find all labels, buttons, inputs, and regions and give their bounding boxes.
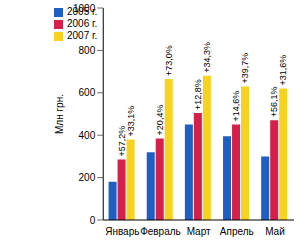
svg-text:800: 800 xyxy=(79,45,96,56)
svg-text:Апрель: Апрель xyxy=(220,226,254,237)
svg-text:+12,8%: +12,8% xyxy=(193,79,203,110)
svg-text:+34,3%: +34,3% xyxy=(202,42,212,73)
svg-text:Млн грн.: Млн грн. xyxy=(54,94,65,134)
svg-text:Январь: Январь xyxy=(105,226,139,237)
svg-text:400: 400 xyxy=(79,130,96,141)
svg-text:+31,6%: +31,6% xyxy=(278,55,288,86)
svg-text:+20,4%: +20,4% xyxy=(155,105,165,136)
svg-text:Май: Май xyxy=(265,226,285,237)
svg-text:Февраль: Февраль xyxy=(140,226,181,237)
svg-text:+14,6%: +14,6% xyxy=(231,91,241,122)
svg-text:+56,1%: +56,1% xyxy=(269,87,279,118)
svg-text:200: 200 xyxy=(79,172,96,183)
svg-text:+39,7%: +39,7% xyxy=(240,53,250,84)
svg-text:600: 600 xyxy=(79,87,96,98)
svg-text:+73,0%: +73,0% xyxy=(164,45,174,76)
svg-text:+33,1%: +33,1% xyxy=(126,106,136,137)
svg-text:Март: Март xyxy=(187,226,211,237)
svg-text:0: 0 xyxy=(90,215,96,226)
svg-text:1000: 1000 xyxy=(73,3,96,14)
